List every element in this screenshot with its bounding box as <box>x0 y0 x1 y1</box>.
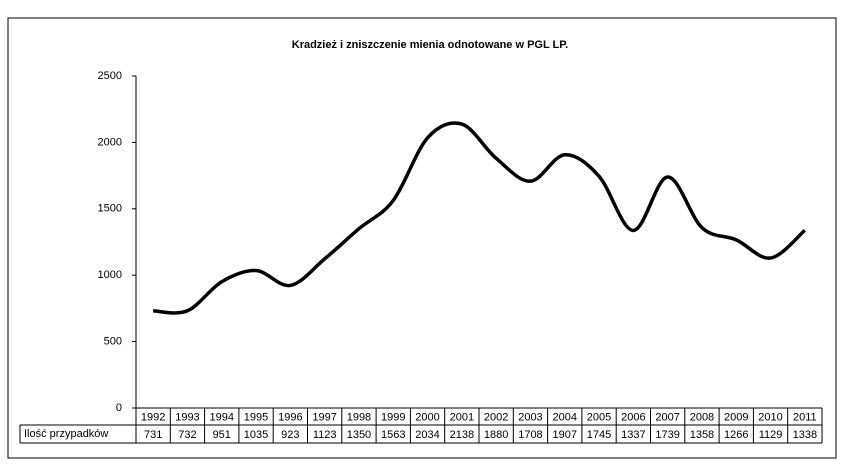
x-tick-label: 1994 <box>210 411 234 423</box>
x-tick-label: 2004 <box>553 411 577 423</box>
x-tick-label: 1998 <box>347 411 371 423</box>
y-tick-label: 500 <box>104 336 122 348</box>
y-tick-label: 0 <box>116 402 122 414</box>
value-label: 951 <box>213 429 231 441</box>
value-label: 731 <box>144 429 162 441</box>
x-tick-label: 2007 <box>655 411 679 423</box>
x-tick-label: 1999 <box>381 411 405 423</box>
value-label: 1337 <box>621 429 645 441</box>
legend-label: Ilość przypadków <box>24 428 108 440</box>
value-label: 1338 <box>793 429 817 441</box>
value-label: 2034 <box>415 429 439 441</box>
y-tick-label: 2000 <box>98 136 122 148</box>
value-label: 923 <box>281 429 299 441</box>
x-tick-label: 1993 <box>175 411 199 423</box>
y-tick-label: 2500 <box>98 70 122 82</box>
value-label: 2138 <box>450 429 474 441</box>
value-label: 1563 <box>381 429 405 441</box>
x-tick-label: 2003 <box>518 411 542 423</box>
value-label: 1739 <box>655 429 679 441</box>
value-label: 1745 <box>587 429 611 441</box>
value-label: 1350 <box>347 429 371 441</box>
x-tick-label: 2008 <box>690 411 714 423</box>
x-tick-label: 2002 <box>484 411 508 423</box>
value-label: 1708 <box>518 429 542 441</box>
value-label: 1358 <box>690 429 714 441</box>
value-label: 1123 <box>313 429 337 441</box>
x-tick-label: 2010 <box>758 411 782 423</box>
x-tick-label: 2001 <box>450 411 474 423</box>
x-tick-label: 1992 <box>141 411 165 423</box>
x-tick-label: 1996 <box>278 411 302 423</box>
value-label: 1129 <box>759 429 783 441</box>
x-tick-label: 2005 <box>587 411 611 423</box>
line-series <box>153 121 807 315</box>
x-tick-label: 2009 <box>724 411 748 423</box>
x-tick-label: 1995 <box>244 411 268 423</box>
y-tick-label: 1500 <box>98 203 122 215</box>
x-tick-label: 1997 <box>312 411 336 423</box>
chart-frame <box>7 17 837 459</box>
y-tick-label: 1000 <box>98 269 122 281</box>
value-label: 1880 <box>484 429 508 441</box>
x-tick-label: 2006 <box>621 411 645 423</box>
value-label: 1266 <box>724 429 748 441</box>
x-tick-label: 2000 <box>415 411 439 423</box>
value-label: 732 <box>178 429 196 441</box>
value-label: 1035 <box>244 429 268 441</box>
value-label: 1907 <box>553 429 577 441</box>
x-tick-label: 2011 <box>793 411 817 423</box>
chart-title: Kradzież i zniszczenie mienia odnotowane… <box>292 39 569 51</box>
